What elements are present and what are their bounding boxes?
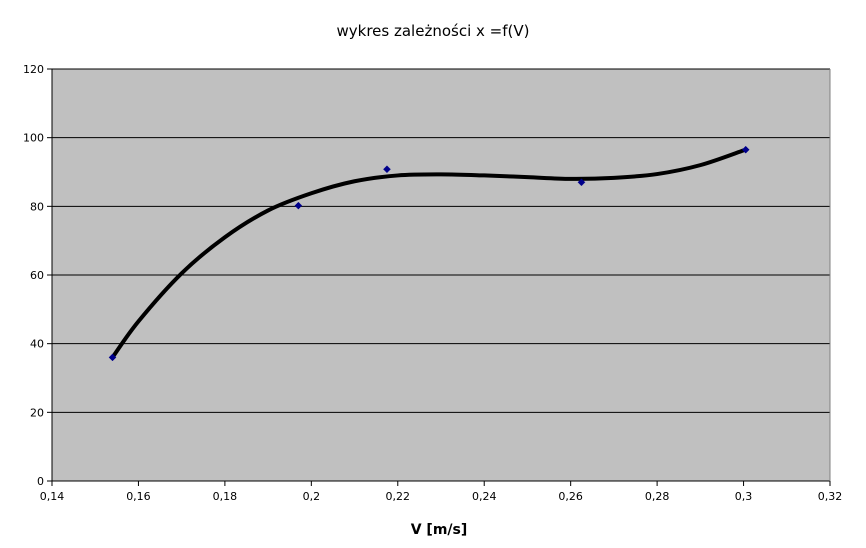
y-axis-ticks: 0 20 40 60 80 100 120 xyxy=(23,63,52,488)
y-tick-label: 120 xyxy=(23,63,44,76)
data-point xyxy=(383,165,391,174)
data-point xyxy=(577,178,586,187)
x-tick-label: 0,14 xyxy=(40,490,65,503)
x-tick-label: 0,18 xyxy=(213,490,238,503)
x-tick-label: 0,32 xyxy=(818,490,843,503)
x-tick-label: 0,26 xyxy=(558,490,583,503)
chart-title: wykres zależności x =f(V) xyxy=(337,22,530,40)
x-tick-label: 0,2 xyxy=(303,490,321,503)
data-point xyxy=(108,353,117,362)
x-tick-label: 0,22 xyxy=(386,490,411,503)
x-tick-label: 0,16 xyxy=(126,490,151,503)
x-tick-label: 0,24 xyxy=(472,490,497,503)
y-tick-label: 40 xyxy=(30,338,44,351)
y-tick-label: 60 xyxy=(30,269,44,282)
x-axis-ticks: 0,14 0,16 0,18 0,2 0,22 0,24 0,26 0,28 0,3 0,32 xyxy=(40,481,843,503)
y-tick-label: 20 xyxy=(30,406,44,419)
data-point xyxy=(741,145,750,154)
y-tick-label: 100 xyxy=(23,132,44,145)
data-point xyxy=(294,201,303,210)
series-layer xyxy=(108,145,750,362)
y-tick-label: 0 xyxy=(37,475,44,488)
y-tick-label: 80 xyxy=(30,200,44,213)
x-axis-label: V [m/s] xyxy=(411,522,468,538)
trendline xyxy=(110,148,746,360)
x-tick-label: 0,3 xyxy=(735,490,753,503)
x-tick-label: 0,28 xyxy=(645,490,670,503)
